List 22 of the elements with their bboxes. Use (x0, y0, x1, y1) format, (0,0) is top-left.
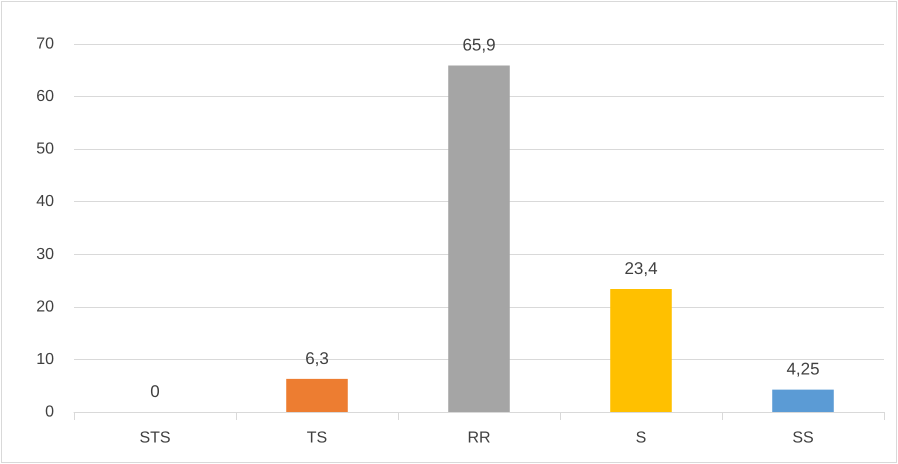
y-tick-label: 20 (36, 298, 54, 316)
bar (286, 378, 348, 412)
data-label: 23,4 (624, 258, 658, 278)
data-label: 65,9 (462, 36, 496, 55)
data-label: 6,3 (305, 348, 329, 368)
y-tick-label: 70 (36, 36, 54, 52)
y-tick-label: 30 (36, 246, 54, 263)
y-tick-label: 40 (36, 193, 54, 210)
y-tick-label: 0 (45, 404, 54, 420)
bar (610, 288, 672, 412)
data-label: 4,25 (786, 360, 820, 379)
bar (448, 66, 510, 412)
y-tick-label: 60 (36, 88, 54, 106)
x-tick-label: S (636, 430, 646, 446)
y-tick-label: 50 (36, 140, 54, 158)
x-tick-label: TS (306, 430, 328, 446)
x-tick-label: RR (467, 430, 491, 446)
bar (772, 390, 834, 412)
y-tick-label: 10 (36, 350, 54, 368)
data-label: 0 (150, 382, 160, 401)
x-tick-label: STS (139, 430, 171, 446)
x-tick-label: SS (792, 430, 814, 446)
